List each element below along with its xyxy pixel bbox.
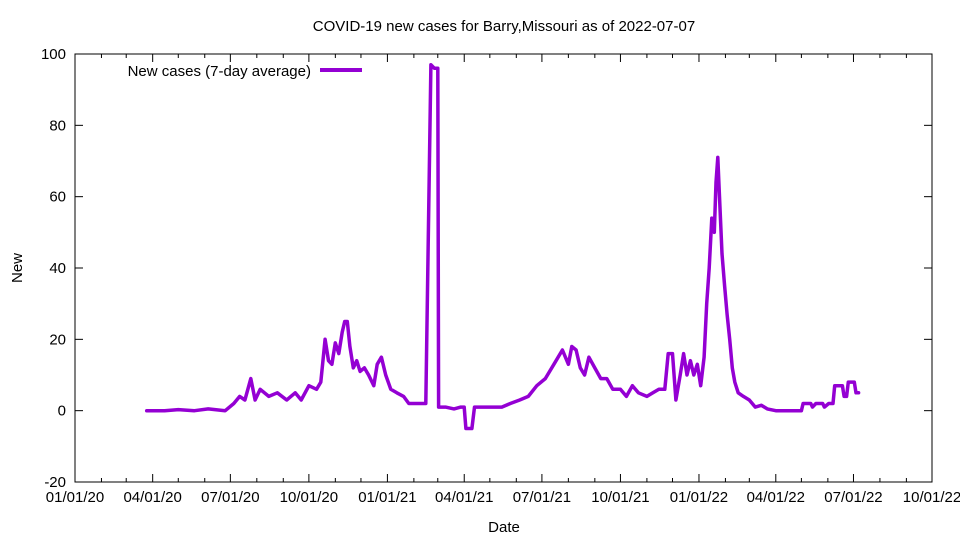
x-tick-label: 01/01/20: [46, 489, 104, 506]
y-tick-label: 40: [49, 260, 66, 277]
y-tick-label: 20: [49, 331, 66, 348]
x-tick-label: 10/01/20: [280, 489, 338, 506]
x-tick-label: 07/01/21: [513, 489, 571, 506]
x-tick-label: 10/01/22: [903, 489, 960, 506]
y-axis-label: New: [9, 253, 26, 283]
x-tick-label: 04/01/21: [435, 489, 493, 506]
y-tick-label: 60: [49, 189, 66, 206]
y-tick-label: 80: [49, 117, 66, 134]
legend: New cases (7-day average): [128, 63, 362, 80]
y-tick-label: 0: [58, 403, 66, 420]
x-tick-label: 01/01/22: [670, 489, 728, 506]
series-line-0: [144, 62, 861, 431]
plot-area: 01/01/20 04/01/20 07/01/20 10/01/20 01/01/21…: [41, 46, 960, 506]
y-tick-label: -20: [44, 474, 66, 491]
x-axis-label: Date: [488, 519, 520, 536]
x-tick-label: 07/01/20: [201, 489, 259, 506]
y-tick-label: 100: [41, 46, 66, 63]
x-tick-label: 04/01/22: [747, 489, 805, 506]
x-tick-label: 10/01/21: [591, 489, 649, 506]
x-tick-label: 04/01/20: [123, 489, 181, 506]
chart-title: COVID-19 new cases for Barry,Missouri as…: [313, 18, 695, 35]
x-tick-label: 01/01/21: [358, 489, 416, 506]
legend-label: New cases (7-day average): [128, 63, 311, 80]
x-tick-label: 07/01/22: [824, 489, 882, 506]
